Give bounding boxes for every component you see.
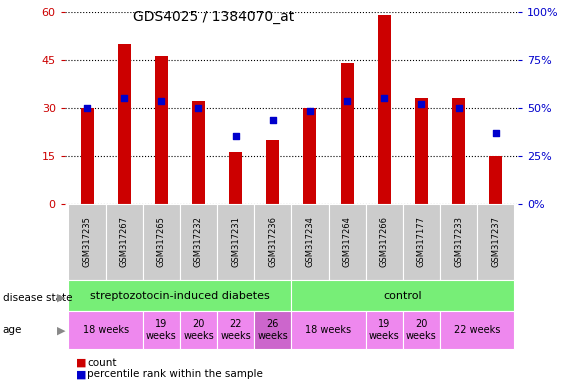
- Bar: [180, 311, 217, 349]
- Point: [194, 104, 203, 111]
- Bar: [192, 101, 205, 204]
- Bar: [155, 56, 168, 204]
- Bar: [81, 108, 93, 204]
- Bar: [292, 280, 514, 311]
- Bar: [69, 311, 143, 349]
- Bar: [254, 311, 292, 349]
- Point: [157, 98, 166, 104]
- Bar: [365, 311, 403, 349]
- Text: ▶: ▶: [56, 293, 65, 303]
- Bar: [489, 156, 502, 204]
- Point: [491, 130, 500, 136]
- Bar: [440, 311, 514, 349]
- Bar: [106, 204, 143, 280]
- Text: GSM317236: GSM317236: [269, 217, 278, 267]
- Point: [454, 104, 463, 111]
- Bar: [477, 204, 514, 280]
- Bar: [341, 63, 354, 204]
- Text: 18 weeks: 18 weeks: [306, 325, 351, 335]
- Text: 26
weeks: 26 weeks: [257, 319, 288, 341]
- Text: 20
weeks: 20 weeks: [183, 319, 214, 341]
- Text: streptozotocin-induced diabetes: streptozotocin-induced diabetes: [90, 291, 270, 301]
- Point: [120, 95, 129, 101]
- Text: count: count: [87, 358, 117, 368]
- Bar: [292, 204, 328, 280]
- Text: GSM317237: GSM317237: [491, 217, 500, 267]
- Bar: [229, 152, 242, 204]
- Text: GDS4025 / 1384070_at: GDS4025 / 1384070_at: [133, 10, 294, 23]
- Bar: [403, 311, 440, 349]
- Bar: [303, 108, 316, 204]
- Point: [417, 101, 426, 108]
- Bar: [378, 15, 391, 204]
- Text: 22 weeks: 22 weeks: [454, 325, 501, 335]
- Bar: [292, 311, 365, 349]
- Bar: [69, 204, 106, 280]
- Text: GSM317177: GSM317177: [417, 217, 426, 267]
- Text: GSM317265: GSM317265: [157, 217, 166, 267]
- Bar: [266, 139, 279, 204]
- Bar: [143, 311, 180, 349]
- Point: [83, 104, 92, 111]
- Text: 22
weeks: 22 weeks: [220, 319, 251, 341]
- Text: ▶: ▶: [56, 325, 65, 335]
- Point: [269, 117, 278, 123]
- Point: [305, 108, 314, 114]
- Text: GSM317231: GSM317231: [231, 217, 240, 267]
- Text: ■: ■: [76, 358, 87, 368]
- Bar: [415, 98, 428, 204]
- Text: GSM317233: GSM317233: [454, 217, 463, 267]
- Bar: [118, 43, 131, 204]
- Point: [231, 133, 240, 139]
- Text: GSM317264: GSM317264: [342, 217, 351, 267]
- Text: GSM317232: GSM317232: [194, 217, 203, 267]
- Bar: [403, 204, 440, 280]
- Text: 18 weeks: 18 weeks: [83, 325, 129, 335]
- Point: [342, 98, 351, 104]
- Text: 19
weeks: 19 weeks: [369, 319, 400, 341]
- Bar: [440, 204, 477, 280]
- Bar: [180, 204, 217, 280]
- Bar: [143, 204, 180, 280]
- Bar: [328, 204, 365, 280]
- Text: ■: ■: [76, 369, 87, 379]
- Text: GSM317266: GSM317266: [379, 217, 388, 267]
- Text: GSM317234: GSM317234: [305, 217, 314, 267]
- Bar: [254, 204, 292, 280]
- Text: 20
weeks: 20 weeks: [406, 319, 437, 341]
- Text: age: age: [3, 325, 22, 335]
- Bar: [69, 280, 292, 311]
- Point: [379, 95, 388, 101]
- Text: disease state: disease state: [3, 293, 72, 303]
- Text: control: control: [383, 291, 422, 301]
- Bar: [365, 204, 403, 280]
- Text: 19
weeks: 19 weeks: [146, 319, 177, 341]
- Bar: [217, 204, 254, 280]
- Text: GSM317235: GSM317235: [83, 217, 92, 267]
- Text: percentile rank within the sample: percentile rank within the sample: [87, 369, 263, 379]
- Bar: [217, 311, 254, 349]
- Text: GSM317267: GSM317267: [120, 217, 129, 267]
- Bar: [452, 98, 465, 204]
